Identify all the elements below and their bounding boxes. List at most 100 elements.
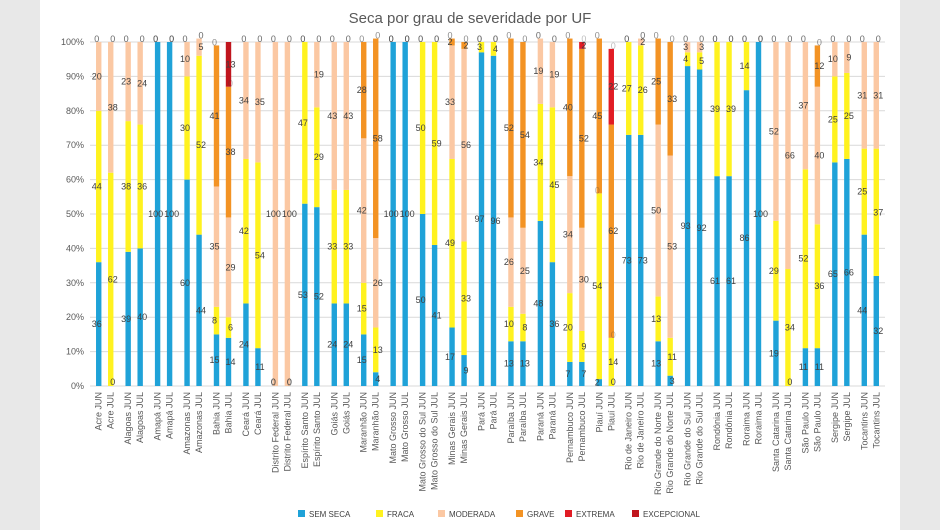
bar-segment <box>184 76 190 180</box>
data-label: 26 <box>373 278 383 288</box>
data-label: 100 <box>148 209 163 219</box>
data-label: 60 <box>180 278 190 288</box>
x-tick-label: Goiás JUN <box>329 392 339 436</box>
data-label: 100 <box>164 209 179 219</box>
data-label: 45 <box>549 180 559 190</box>
data-label: 9 <box>846 52 851 62</box>
x-tick-label: Amazonas JUL <box>194 392 204 453</box>
y-tick-label: 50% <box>66 209 84 219</box>
data-label: 30 <box>579 274 589 284</box>
data-label: 0 <box>624 34 629 44</box>
bar-segment <box>773 42 779 221</box>
data-label: 0 <box>359 34 364 44</box>
x-tick-label: Mato Grosso do Sul JUN <box>418 392 428 492</box>
bar-segment <box>255 162 261 349</box>
data-label: 39 <box>710 104 720 114</box>
data-label: 54 <box>520 130 530 140</box>
legend-label: SEM SECA <box>309 510 351 519</box>
data-label: 7 <box>581 369 586 379</box>
data-label: 0 <box>624 34 629 44</box>
bar-segment <box>802 348 809 386</box>
data-label: 0 <box>640 31 645 41</box>
bar-segment <box>844 42 850 73</box>
data-label: 26 <box>638 85 648 95</box>
data-label: 44 <box>196 305 206 315</box>
data-label: 10 <box>828 54 838 64</box>
data-label: 0 <box>595 185 600 195</box>
data-label: 97 <box>474 214 484 224</box>
data-label: 0 <box>477 34 482 44</box>
bar-segment <box>508 38 514 218</box>
y-tick-label: 30% <box>66 278 84 288</box>
data-label: 100 <box>266 209 281 219</box>
x-tick-label: Maranhão JUL <box>371 392 381 451</box>
data-label: 49 <box>445 238 455 248</box>
data-label: 0 <box>418 34 423 44</box>
bar-segment <box>255 42 261 163</box>
data-label: 6 <box>228 323 233 333</box>
data-label: 24 <box>343 340 353 350</box>
bar-segment <box>579 48 585 228</box>
data-label: 15 <box>209 355 219 365</box>
data-label: 0 <box>389 34 394 44</box>
x-tick-label: Paraíba JUN <box>506 392 516 444</box>
data-label: 0 <box>389 34 394 44</box>
data-label: 0 <box>153 34 158 44</box>
data-label: 0 <box>846 34 851 44</box>
data-label: 0 <box>830 34 835 44</box>
x-tick-label: Bahia JUL <box>224 392 234 434</box>
data-label: 0 <box>801 34 806 44</box>
x-tick-label: Bahia JUN <box>212 392 222 435</box>
x-tick-label: Pernambuco JUL <box>577 392 587 462</box>
bar-segment <box>638 38 644 46</box>
data-label: 0 <box>477 34 482 44</box>
x-tick-label: São Paulo JUL <box>812 392 822 452</box>
y-tick-label: 100% <box>61 37 84 47</box>
data-label: 0 <box>346 34 351 44</box>
data-label: 31 <box>873 90 883 100</box>
data-label: 0 <box>595 31 600 41</box>
bar-segment <box>225 337 232 386</box>
x-tick-label: Tocantins JUL <box>871 392 881 449</box>
data-label: 54 <box>592 281 602 291</box>
data-label: 25 <box>651 77 661 87</box>
data-label: 33 <box>667 94 677 104</box>
bar-segment <box>873 275 879 386</box>
bar-segment <box>667 155 673 338</box>
bar-segment <box>478 42 485 53</box>
data-label: 0 <box>140 34 145 44</box>
data-label: 10 <box>504 319 514 329</box>
data-label: 0 <box>758 34 763 44</box>
data-label: 13 <box>520 359 530 369</box>
data-label: 8 <box>522 323 527 333</box>
x-tick-label: Sergipe JUN <box>830 392 840 443</box>
data-label: 0 <box>228 79 233 89</box>
data-label: 59 <box>432 138 442 148</box>
data-label: 0 <box>536 31 541 41</box>
bar-segment <box>343 303 349 386</box>
data-label: 24 <box>137 78 147 88</box>
bar-segment <box>390 42 396 386</box>
data-label: 0 <box>434 34 439 44</box>
data-label: 17 <box>445 352 455 362</box>
data-label: 0 <box>110 34 115 44</box>
bar-segment <box>626 134 632 386</box>
bar-segment <box>314 207 320 386</box>
bar-segment <box>520 313 526 342</box>
x-tick-label: Santa Catarina JUN <box>771 392 781 472</box>
bar-segment <box>832 76 838 163</box>
data-label: 33 <box>445 97 455 107</box>
bar-segment <box>243 158 249 304</box>
data-label: 41 <box>432 310 442 320</box>
x-tick-label: Ceará JUL <box>253 392 263 435</box>
data-label: 24 <box>327 340 337 350</box>
data-label: 96 <box>490 216 500 226</box>
bar-segment <box>314 42 320 108</box>
data-label: 11 <box>815 362 824 372</box>
legend-swatch <box>516 510 523 517</box>
data-label: 0 <box>287 377 292 387</box>
legend-swatch <box>438 510 445 517</box>
data-label: 29 <box>769 266 779 276</box>
bar-segment <box>608 337 614 386</box>
bar-segment <box>802 42 809 170</box>
